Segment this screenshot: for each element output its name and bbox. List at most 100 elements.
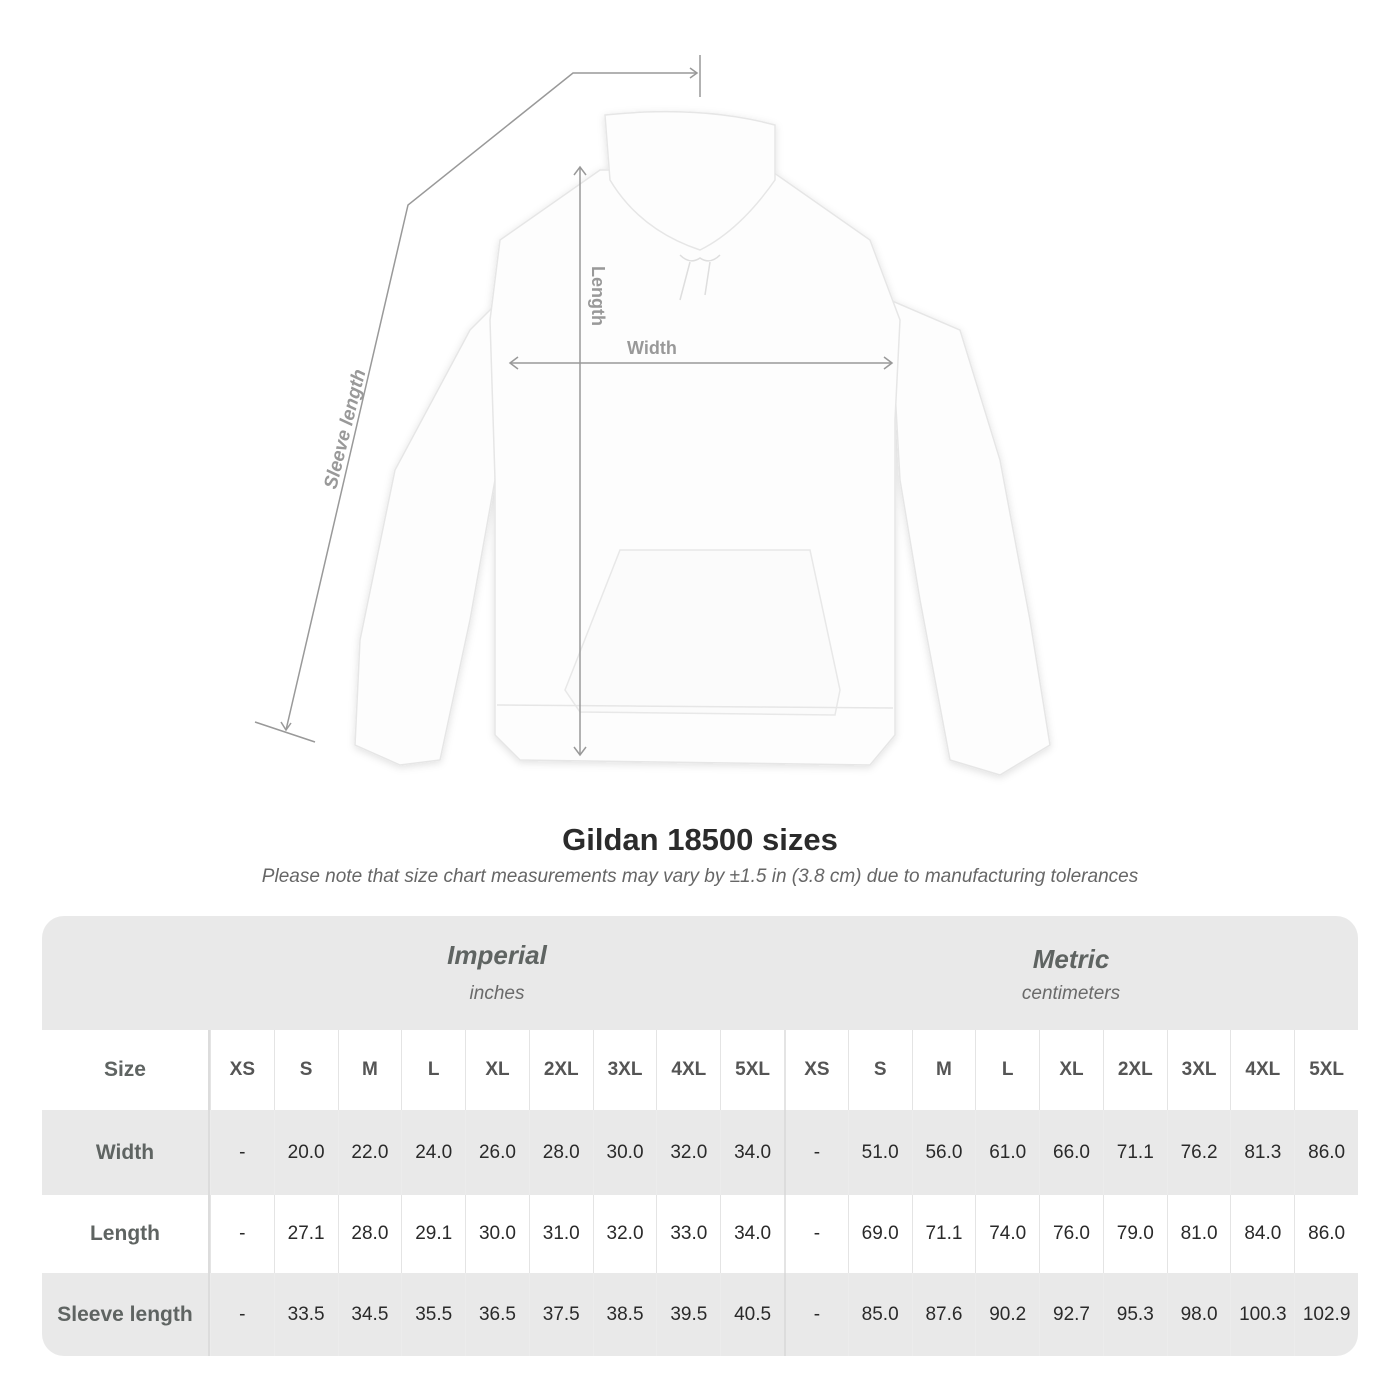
value-cell-metric: 69.0	[847, 1195, 912, 1273]
sleeve-arrow-top	[689, 67, 699, 79]
value-cell-metric: 92.7	[1039, 1273, 1103, 1356]
value-cell-metric: 90.2	[975, 1273, 1039, 1356]
row-label: Size	[42, 1030, 210, 1110]
value-cell-imperial: -	[209, 1195, 274, 1273]
measurement-lines	[254, 55, 894, 757]
value-cell-metric: 74.0	[975, 1195, 1039, 1273]
value-cell-metric: 66.0	[1039, 1110, 1103, 1195]
sleeve-end-tick	[254, 721, 316, 743]
value-cell-metric: 81.3	[1230, 1110, 1294, 1195]
value-cell-metric: 87.6	[911, 1273, 976, 1356]
value-cell-imperial: 38.5	[592, 1273, 657, 1356]
length-arrow-bottom	[573, 746, 587, 757]
value-cell-metric: 84.0	[1230, 1195, 1294, 1273]
imperial-label: Imperial	[447, 940, 547, 970]
length-arrow-top	[573, 165, 587, 176]
value-cell-imperial: 30.0	[465, 1195, 529, 1273]
value-cell-imperial: 29.1	[401, 1195, 465, 1273]
value-cell-imperial: -	[209, 1110, 274, 1195]
value-cell-metric: 61.0	[975, 1110, 1039, 1195]
value-cell-metric: 76.0	[1039, 1195, 1103, 1273]
row-label: Width	[42, 1110, 210, 1195]
size-header-imperial: 4XL	[656, 1030, 720, 1110]
sleeve-length-line	[285, 72, 697, 731]
width-label: Width	[627, 338, 677, 358]
value-cell-imperial: 22.0	[337, 1110, 402, 1195]
size-header-metric: L	[975, 1030, 1039, 1110]
row-label: Length	[42, 1195, 210, 1273]
value-cell-imperial: 24.0	[401, 1110, 465, 1195]
row-label: Sleeve length	[42, 1273, 210, 1356]
value-cell-metric: 71.1	[1102, 1110, 1167, 1195]
value-cell-imperial: 32.0	[592, 1195, 657, 1273]
value-cell-imperial: 37.5	[528, 1273, 593, 1356]
size-header-imperial: XS	[209, 1030, 274, 1110]
value-cell-imperial: 20.0	[273, 1110, 338, 1195]
value-cell-imperial: 34.0	[720, 1110, 784, 1195]
value-cell-imperial: 40.5	[720, 1273, 784, 1356]
table-row: Width -20.0 22.0 24.0 26.0 28.0 30.0 32.0 34.0-5…	[42, 1110, 1358, 1195]
sleeve-arrow-bottom	[280, 721, 292, 732]
table-row: Sleeve length -33.5 34.5 35.5 36.5 37.5 38.5 39…	[42, 1273, 1358, 1356]
size-header-metric: 3XL	[1166, 1030, 1231, 1110]
tolerance-note: Please note that size chart measurements…	[261, 866, 1139, 887]
value-cell-metric: 76.2	[1166, 1110, 1231, 1195]
sleeve-length-label: Sleeve length	[320, 367, 370, 491]
value-cell-metric: 100.3	[1230, 1273, 1294, 1356]
size-header-metric: 2XL	[1102, 1030, 1167, 1110]
value-cell-imperial: 31.0	[528, 1195, 593, 1273]
value-cell-metric: 56.0	[911, 1110, 976, 1195]
value-cell-imperial: 27.1	[273, 1195, 338, 1273]
value-cell-metric: 71.1	[911, 1195, 976, 1273]
value-cell-imperial: 26.0	[465, 1110, 529, 1195]
value-cell-imperial: 33.0	[656, 1195, 720, 1273]
size-header-row: Size XS S M L XL 2XL 3XL 4XL 5XL XS S M L XL 2XL 3XL 4XL 5…	[42, 1030, 1358, 1110]
value-cell-metric: 81.0	[1166, 1195, 1231, 1273]
size-header-imperial: L	[401, 1030, 465, 1110]
imperial-unit: inches	[469, 983, 525, 1004]
value-cell-imperial: 34.0	[720, 1195, 784, 1273]
size-header-imperial: S	[273, 1030, 338, 1110]
value-cell-metric: 79.0	[1102, 1195, 1167, 1273]
length-label: Length	[588, 266, 608, 326]
hoodie-image	[354, 110, 1051, 776]
value-cell-imperial: 34.5	[337, 1273, 402, 1356]
table-row: Length -27.1 28.0 29.1 30.0 31.0 32.0 33.0 34.0-…	[42, 1195, 1358, 1273]
value-cell-metric: 102.9	[1294, 1273, 1358, 1356]
size-header-metric: S	[847, 1030, 912, 1110]
size-header-imperial: XL	[465, 1030, 529, 1110]
value-cell-imperial: 28.0	[528, 1110, 593, 1195]
size-header-imperial: 3XL	[592, 1030, 657, 1110]
size-table: Imperial inches Metric centimeters Size X…	[42, 916, 1358, 1356]
size-header-metric: M	[911, 1030, 976, 1110]
size-header-imperial: 5XL	[720, 1030, 784, 1110]
value-cell-imperial: 30.0	[592, 1110, 657, 1195]
value-cell-metric: 51.0	[847, 1110, 912, 1195]
width-arrow-right	[883, 356, 894, 370]
size-header-metric: XL	[1039, 1030, 1103, 1110]
metric-label: Metric	[1032, 944, 1110, 974]
size-header-metric: XS	[783, 1030, 848, 1110]
hoodie-measurement-figure: Sleeve length Length Width	[254, 55, 1051, 776]
size-header-metric: 5XL	[1294, 1030, 1358, 1110]
value-cell-imperial: -	[209, 1273, 274, 1356]
value-cell-metric: 86.0	[1294, 1110, 1358, 1195]
value-cell-imperial: 39.5	[656, 1273, 720, 1356]
value-cell-imperial: 33.5	[273, 1273, 338, 1356]
value-cell-imperial: 36.5	[465, 1273, 529, 1356]
value-cell-metric: 85.0	[847, 1273, 912, 1356]
value-cell-metric: -	[783, 1195, 848, 1273]
chart-title: Gildan 18500 sizes	[562, 822, 838, 857]
metric-unit: centimeters	[1021, 983, 1121, 1004]
value-cell-metric: 95.3	[1102, 1273, 1167, 1356]
value-cell-imperial: 28.0	[337, 1195, 402, 1273]
metric-header: Metric centimeters	[784, 916, 1358, 1030]
size-header-imperial: 2XL	[528, 1030, 593, 1110]
value-cell-imperial: 35.5	[401, 1273, 465, 1356]
imperial-header: Imperial inches	[210, 916, 784, 1030]
width-arrow-left	[508, 356, 519, 370]
value-cell-metric: -	[783, 1273, 848, 1356]
size-header-metric: 4XL	[1230, 1030, 1294, 1110]
value-cell-metric: -	[783, 1110, 848, 1195]
size-header-imperial: M	[337, 1030, 402, 1110]
